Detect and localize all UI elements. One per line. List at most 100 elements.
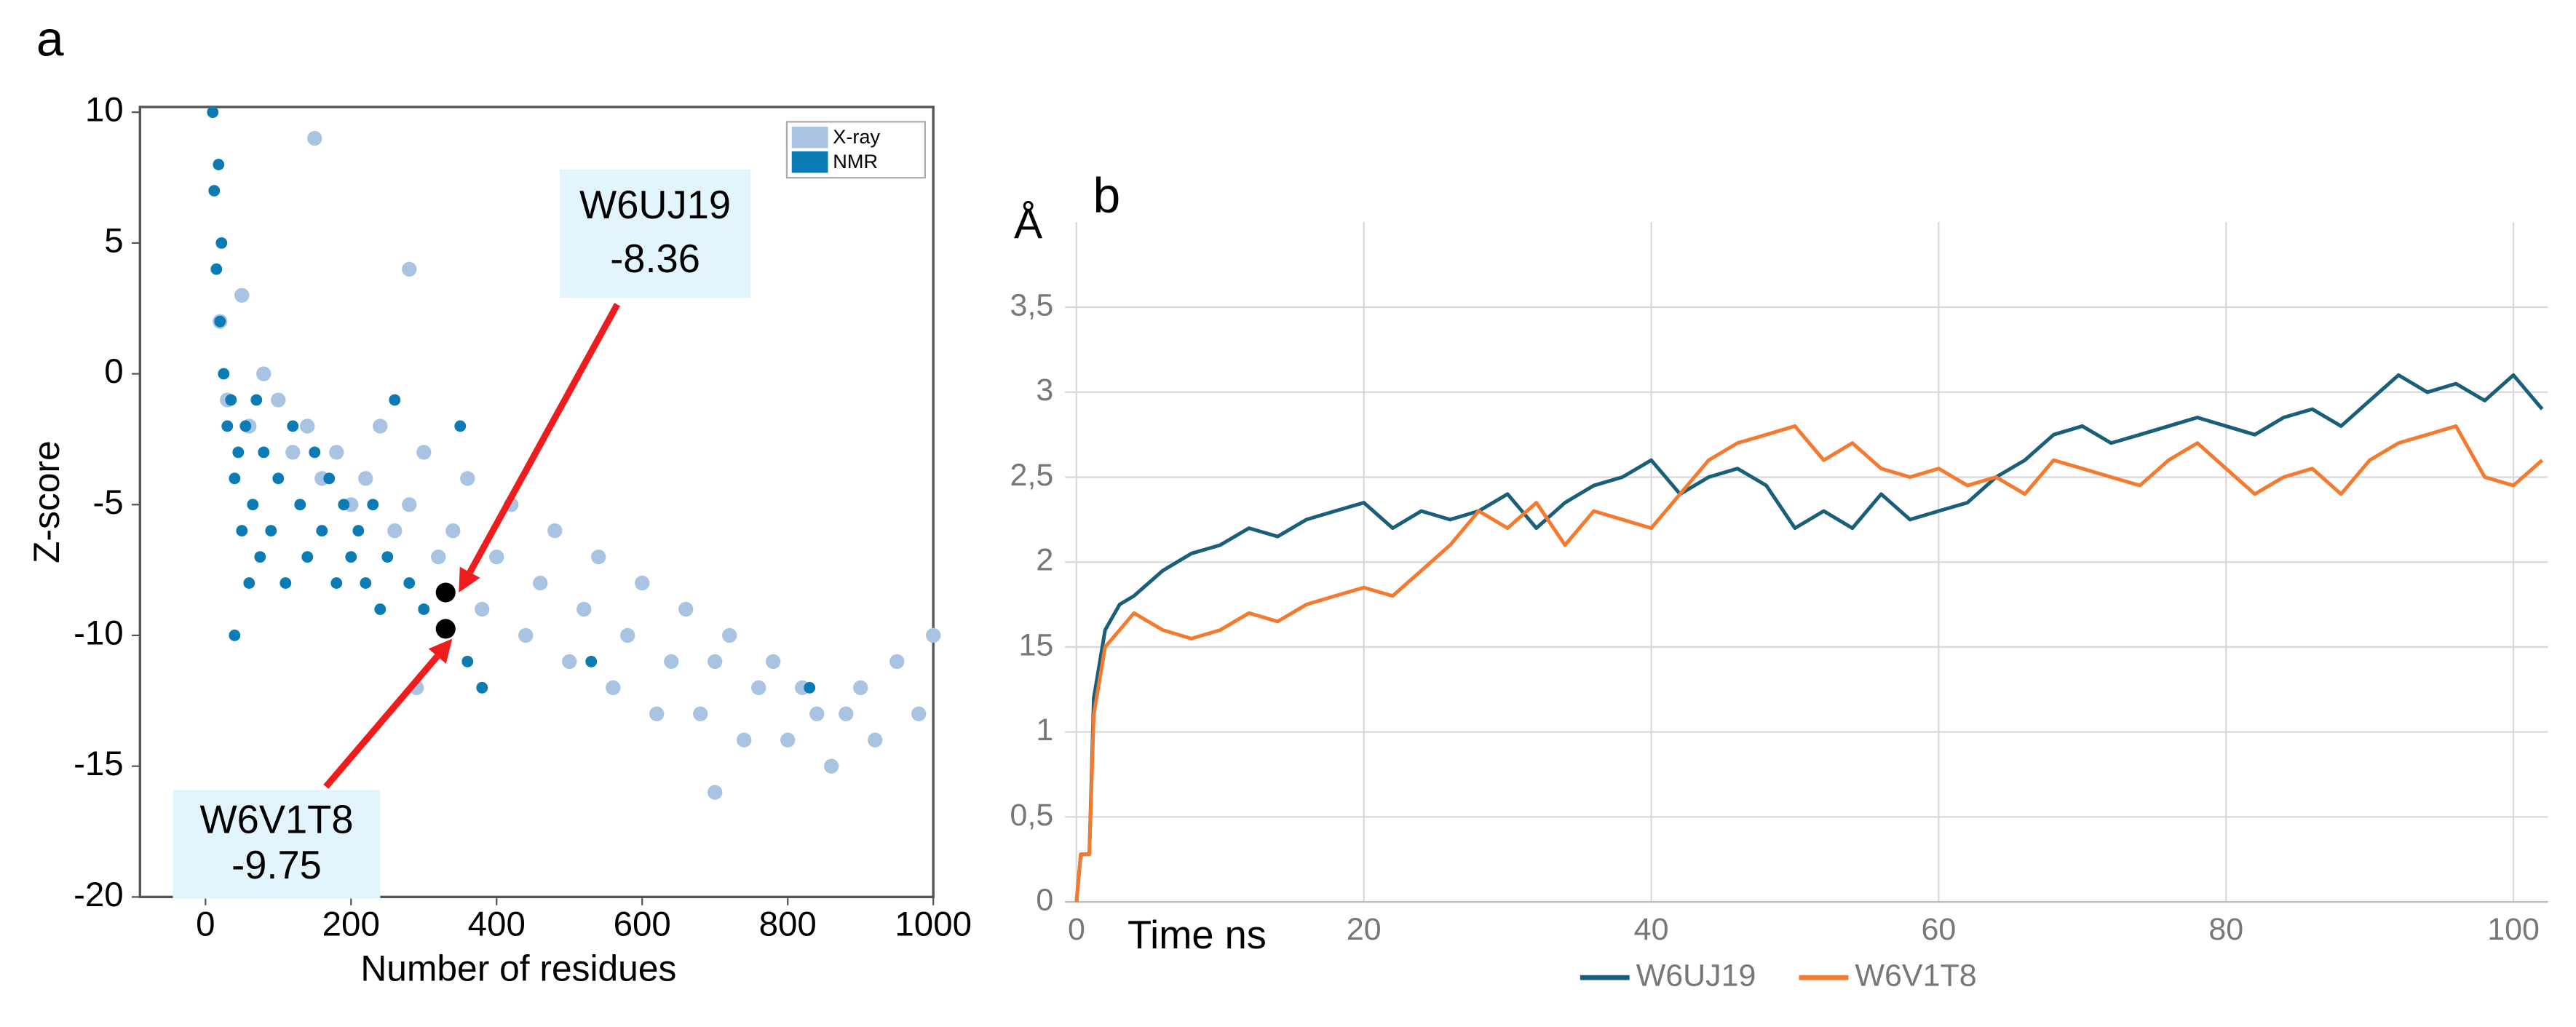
point: [221, 420, 234, 432]
point: [418, 603, 430, 615]
x-tick-label: 80: [2208, 912, 2243, 947]
point: [722, 627, 737, 643]
point: [461, 655, 474, 667]
point: [243, 577, 255, 589]
point: [225, 394, 237, 406]
point: [824, 758, 839, 774]
point: [403, 577, 416, 589]
point: [323, 472, 336, 485]
x-tick-label: 60: [1922, 912, 1957, 947]
point: [454, 420, 467, 432]
point: [489, 549, 504, 565]
point: [620, 627, 635, 643]
point: [476, 681, 488, 694]
point: [254, 551, 266, 563]
point: [889, 654, 905, 670]
point: [635, 575, 650, 591]
point: [301, 551, 314, 563]
point: [416, 445, 432, 460]
arrow-head: [428, 638, 453, 664]
y-tick-label: -15: [74, 745, 124, 783]
y-tick-label: -10: [74, 614, 124, 653]
x-tick-label: 800: [759, 905, 817, 944]
x-tick-label: 600: [614, 905, 671, 944]
y-tick-label: 1: [1036, 713, 1053, 748]
point: [360, 577, 372, 589]
point: [358, 471, 373, 486]
point: [533, 575, 548, 591]
point: [280, 577, 292, 589]
point: [708, 654, 723, 670]
y-axis-label: Z-score: [26, 440, 67, 563]
point: [868, 732, 883, 748]
y-tick-label: 0,5: [1010, 798, 1054, 833]
point: [606, 680, 621, 696]
y-tick-label: 15: [1018, 627, 1053, 662]
x-tick-label: 40: [1634, 912, 1669, 947]
y-axis-label: Å: [1014, 201, 1043, 248]
legend-label: W6UJ19: [1636, 959, 1756, 994]
point: [853, 680, 868, 696]
point: [265, 525, 277, 537]
point: [232, 446, 245, 459]
x-axis-label: Number of residues: [360, 948, 676, 988]
y-tick-label: -5: [92, 483, 123, 522]
callout-value: -9.75: [231, 844, 322, 887]
point: [591, 549, 606, 565]
y-tick-label: 0: [1036, 882, 1053, 917]
point: [780, 732, 796, 748]
callout-arrow: [467, 303, 621, 574]
y-tick-label: 10: [85, 91, 124, 130]
point: [649, 706, 665, 721]
point: [307, 130, 322, 146]
point: [737, 732, 752, 748]
point: [751, 680, 766, 696]
legend-label: W6V1T8: [1855, 959, 1976, 994]
callout-label: W6V1T8: [199, 798, 353, 841]
x-tick-label: 1000: [895, 905, 972, 944]
point: [338, 499, 350, 511]
point: [207, 106, 219, 119]
point: [839, 706, 854, 721]
point: [208, 185, 221, 197]
callout-arrow: [323, 654, 440, 789]
point: [402, 497, 417, 512]
point: [518, 627, 534, 643]
callout-value: -8.36: [610, 237, 700, 281]
legend-swatch: [791, 127, 828, 148]
point: [316, 525, 328, 537]
y-tick-label: 3,5: [1010, 288, 1054, 322]
point: [330, 577, 343, 589]
x-tick-label: 20: [1347, 912, 1382, 947]
y-tick-label: 2: [1036, 543, 1053, 578]
chart-a: 0 200 400 600 800 1000 10 5 0 -5 -10 -15 -20 Number o…: [26, 91, 972, 989]
point: [562, 654, 577, 670]
point: [234, 288, 250, 303]
y-tick-label: 5: [104, 221, 123, 260]
y-tick-label: 2,5: [1010, 458, 1054, 493]
panel-label: a: [36, 12, 64, 67]
callout-label: W6UJ19: [579, 183, 731, 227]
point: [708, 785, 723, 800]
legend-label: X-ray: [833, 125, 880, 148]
point: [445, 523, 461, 539]
x-tick-label: 0: [196, 905, 215, 944]
point: [247, 499, 259, 511]
point: [218, 368, 230, 380]
point: [576, 601, 592, 617]
point: [294, 499, 306, 511]
point: [210, 263, 223, 275]
point: [229, 630, 241, 641]
legend-label: NMR: [833, 150, 878, 173]
point: [585, 655, 598, 667]
chart-b: 0 0,5 1 15 2 2,5 3 3,5 0 20 40 60 80 100 Time ns Å W6UJ1…: [1010, 201, 2548, 994]
point: [258, 446, 270, 459]
callout-box: [173, 790, 381, 899]
x-tick-label: 100: [2487, 912, 2540, 947]
point: [352, 525, 365, 537]
x-tick-label: 200: [322, 905, 380, 944]
arrow-head: [459, 566, 480, 593]
plot-frame: [138, 106, 935, 899]
legend-swatch: [791, 151, 828, 173]
